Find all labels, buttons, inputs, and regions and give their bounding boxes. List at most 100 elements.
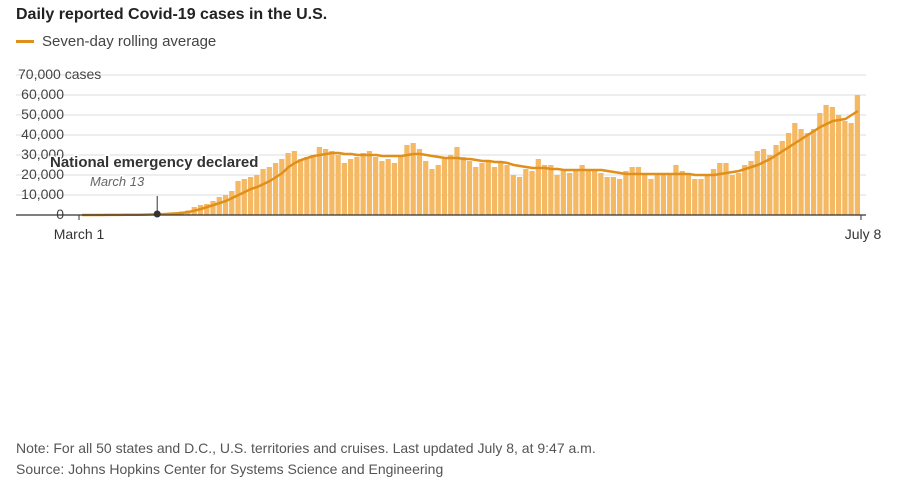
- bar: [541, 165, 548, 215]
- bar: [272, 163, 279, 215]
- bar: [329, 151, 335, 215]
- bar: [742, 165, 748, 215]
- bar: [610, 177, 617, 215]
- bar: [629, 167, 635, 215]
- bar: [735, 173, 742, 215]
- bar: [679, 171, 685, 215]
- bar: [754, 151, 760, 215]
- y-tick-label: 50,000: [21, 106, 64, 122]
- bar: [216, 197, 222, 215]
- bar: [348, 159, 354, 215]
- bar: [322, 149, 329, 215]
- chart-note: Note: For all 50 states and D.C., U.S. t…: [16, 440, 596, 456]
- bar: [466, 161, 473, 215]
- bar: [241, 179, 247, 215]
- bar: [435, 165, 441, 215]
- bar: [391, 163, 398, 215]
- bar: [510, 175, 516, 215]
- bar: [573, 169, 579, 215]
- rolling-average-line: [82, 109, 859, 217]
- bar: [591, 171, 598, 215]
- x-tick-label-end: July 8: [845, 226, 882, 242]
- bar: [598, 173, 604, 215]
- chart-area: 0 10,000 20,000 30,000 40,000 50,000 60,000 70,…: [16, 66, 882, 242]
- bar: [548, 165, 554, 215]
- legend: Seven-day rolling average: [16, 33, 216, 50]
- bar: [498, 161, 504, 215]
- bar: [792, 123, 798, 215]
- bar: [698, 179, 704, 215]
- annotation-marker: [153, 210, 161, 218]
- bar: [423, 161, 429, 215]
- bar: [260, 169, 266, 215]
- bar: [504, 165, 510, 215]
- bar: [729, 175, 735, 215]
- bar: [667, 173, 673, 215]
- bar: [604, 177, 610, 215]
- bar: [685, 173, 692, 215]
- bar: [779, 141, 785, 215]
- bar: [529, 171, 535, 215]
- bar: [210, 201, 216, 215]
- bar: [785, 133, 792, 215]
- bar: [810, 129, 817, 215]
- bar: [460, 157, 466, 215]
- bar: [848, 123, 854, 215]
- bar: [385, 159, 391, 215]
- bar: [404, 145, 410, 215]
- y-tick-label: 0: [56, 206, 64, 222]
- bar: [692, 179, 698, 215]
- bar: [723, 163, 729, 215]
- bar: [222, 195, 229, 215]
- bar: [773, 145, 779, 215]
- bar: [642, 175, 648, 215]
- bar: [623, 171, 629, 215]
- bar: [535, 159, 541, 215]
- legend-line-swatch: [16, 40, 34, 43]
- bar: [454, 147, 460, 215]
- bar: [585, 169, 591, 215]
- bar: [416, 149, 423, 215]
- bar: [767, 155, 773, 215]
- bar: [285, 153, 291, 215]
- bar: [247, 177, 254, 215]
- bar: [523, 169, 529, 215]
- bar: [817, 113, 823, 215]
- y-tick-label: 70,000 cases: [18, 66, 101, 82]
- bar: [316, 147, 322, 215]
- bar: [410, 143, 416, 215]
- bar: [398, 157, 404, 215]
- bar: [373, 157, 379, 215]
- bar: [842, 121, 848, 215]
- bar: [829, 107, 835, 215]
- bar: [566, 173, 573, 215]
- bar: [660, 173, 667, 215]
- annotation-label: National emergency declared: [50, 154, 258, 171]
- bar: [673, 165, 679, 215]
- bar: [560, 171, 566, 215]
- x-tick-label-start: March 1: [54, 226, 105, 242]
- bar: [648, 179, 654, 215]
- y-tick-label: 20,000: [21, 166, 64, 182]
- bar: [717, 163, 723, 215]
- bar: [429, 169, 435, 215]
- bar: [491, 167, 498, 215]
- bar: [304, 157, 310, 215]
- bar: [760, 149, 767, 215]
- y-tick-label: 40,000: [21, 126, 64, 142]
- y-tick-label: 30,000: [21, 146, 64, 162]
- bar: [297, 159, 304, 215]
- bar: [485, 161, 491, 215]
- bar: [823, 105, 829, 215]
- bar: [379, 161, 385, 215]
- bar: [798, 129, 804, 215]
- bar: [229, 191, 235, 215]
- bar: [354, 157, 360, 215]
- legend-label: Seven-day rolling average: [42, 33, 217, 50]
- bar: [204, 204, 210, 215]
- bar: [635, 167, 642, 215]
- bar: [579, 165, 585, 215]
- bar: [516, 177, 523, 215]
- bar: [441, 159, 448, 215]
- bar: [804, 133, 810, 215]
